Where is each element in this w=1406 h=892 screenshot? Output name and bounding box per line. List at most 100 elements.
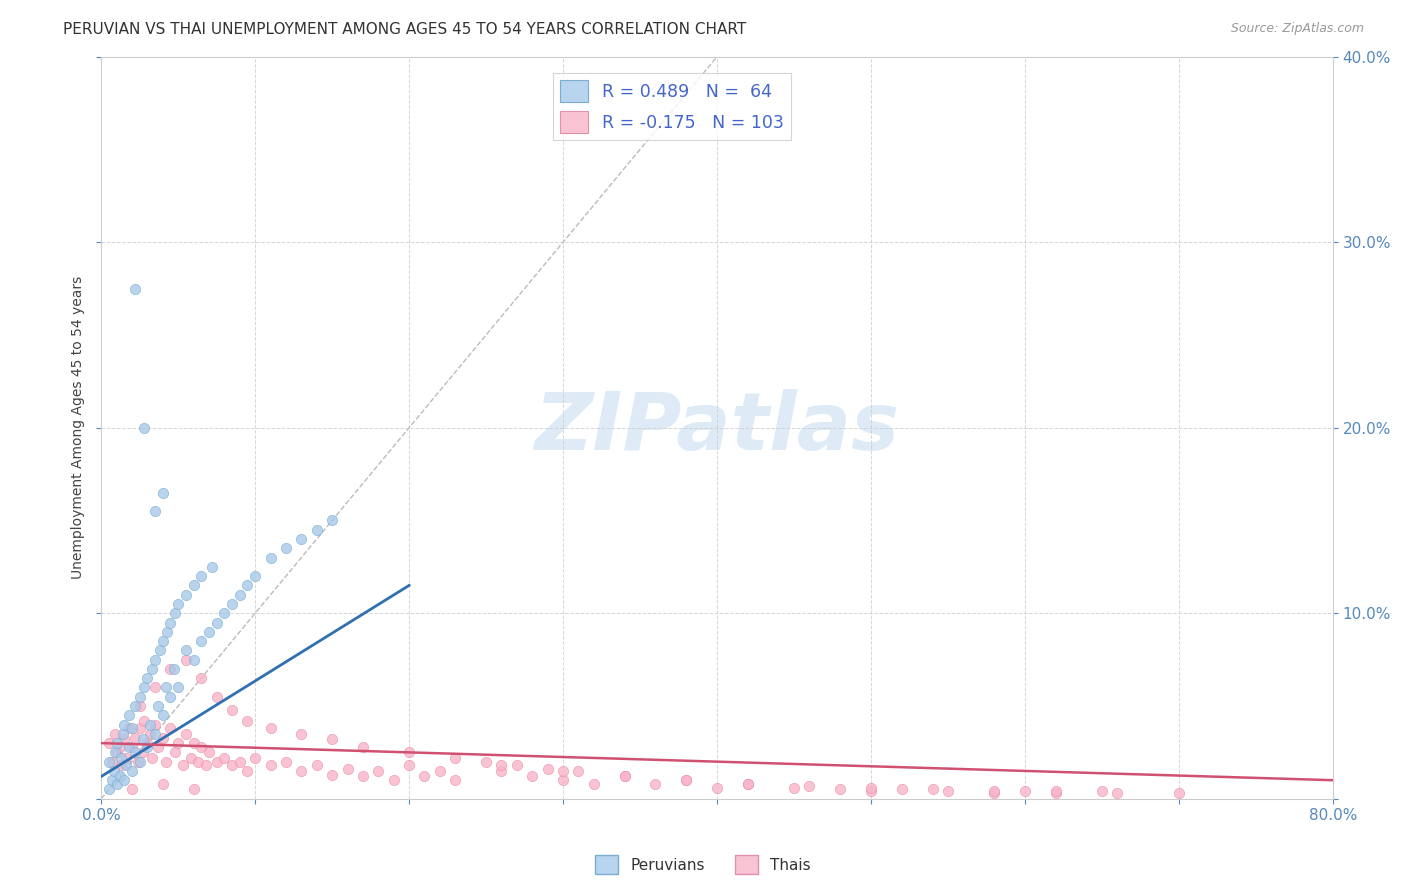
Point	[190, 739, 212, 754]
Point	[134, 714, 156, 728]
Point	[1045, 786, 1067, 800]
Point	[243, 751, 266, 765]
Point	[152, 634, 174, 648]
Point	[1014, 784, 1036, 798]
Point	[187, 755, 209, 769]
Point	[174, 588, 197, 602]
Point	[159, 721, 181, 735]
Point	[101, 755, 124, 769]
Point	[398, 745, 420, 759]
Point	[491, 764, 513, 778]
Point	[152, 485, 174, 500]
Point	[983, 784, 1005, 798]
Point	[132, 745, 155, 759]
Point	[221, 703, 243, 717]
Point	[274, 541, 297, 556]
Point	[201, 559, 224, 574]
Point	[172, 758, 194, 772]
Point	[143, 652, 166, 666]
Point	[143, 727, 166, 741]
Point	[1045, 784, 1067, 798]
Point	[108, 770, 131, 784]
Point	[613, 770, 636, 784]
Point	[506, 758, 529, 772]
Point	[214, 751, 236, 765]
Point	[108, 739, 131, 754]
Point	[737, 777, 759, 791]
Point	[352, 739, 374, 754]
Point	[132, 732, 155, 747]
Point	[205, 615, 228, 630]
Point	[97, 755, 120, 769]
Point	[143, 717, 166, 731]
Point	[236, 764, 259, 778]
Point	[121, 721, 143, 735]
Point	[983, 786, 1005, 800]
Point	[118, 739, 141, 754]
Point	[139, 727, 162, 741]
Point	[159, 615, 181, 630]
Point	[198, 745, 221, 759]
Text: Source: ZipAtlas.com: Source: ZipAtlas.com	[1230, 22, 1364, 36]
Point	[110, 751, 132, 765]
Point	[522, 770, 544, 784]
Point	[159, 662, 181, 676]
Point	[413, 770, 436, 784]
Point	[567, 764, 589, 778]
Point	[190, 671, 212, 685]
Point	[101, 773, 124, 788]
Point	[121, 739, 143, 754]
Point	[551, 773, 574, 788]
Point	[146, 698, 169, 713]
Legend: Peruvians, Thais: Peruvians, Thais	[589, 849, 817, 880]
Point	[179, 751, 201, 765]
Point	[134, 681, 156, 695]
Point	[143, 504, 166, 518]
Point	[110, 758, 132, 772]
Point	[155, 681, 177, 695]
Point	[159, 690, 181, 704]
Y-axis label: Unemployment Among Ages 45 to 54 years: Unemployment Among Ages 45 to 54 years	[72, 277, 86, 579]
Point	[141, 751, 163, 765]
Point	[290, 727, 312, 741]
Point	[675, 773, 697, 788]
Point	[205, 755, 228, 769]
Point	[136, 671, 159, 685]
Point	[124, 698, 146, 713]
Point	[115, 758, 138, 772]
Point	[229, 755, 252, 769]
Point	[243, 569, 266, 583]
Point	[1107, 786, 1129, 800]
Point	[1091, 784, 1114, 798]
Point	[890, 782, 912, 797]
Point	[156, 624, 179, 639]
Point	[274, 755, 297, 769]
Point	[134, 421, 156, 435]
Point	[162, 662, 184, 676]
Point	[737, 777, 759, 791]
Point	[236, 714, 259, 728]
Point	[921, 782, 943, 797]
Text: PERUVIAN VS THAI UNEMPLOYMENT AMONG AGES 45 TO 54 YEARS CORRELATION CHART: PERUVIAN VS THAI UNEMPLOYMENT AMONG AGES…	[63, 22, 747, 37]
Point	[183, 578, 205, 592]
Point	[214, 606, 236, 620]
Point	[124, 745, 146, 759]
Point	[152, 731, 174, 745]
Point	[321, 767, 343, 781]
Point	[104, 727, 127, 741]
Point	[229, 588, 252, 602]
Point	[859, 784, 882, 798]
Point	[118, 708, 141, 723]
Point	[183, 736, 205, 750]
Point	[128, 690, 150, 704]
Point	[105, 736, 128, 750]
Point	[124, 282, 146, 296]
Point	[143, 681, 166, 695]
Point	[127, 755, 149, 769]
Point	[259, 721, 281, 735]
Point	[155, 755, 177, 769]
Point	[783, 780, 806, 795]
Point	[305, 758, 328, 772]
Point	[105, 745, 128, 759]
Point	[128, 755, 150, 769]
